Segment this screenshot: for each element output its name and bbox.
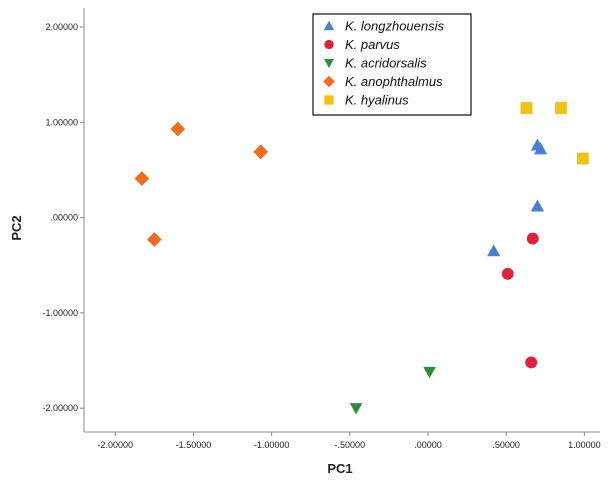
legend-square-icon [324, 95, 334, 105]
y-tick-label: -1.00000 [42, 308, 78, 318]
legend-label: K. hyalinus [345, 93, 409, 108]
axes [83, 8, 600, 433]
x-tick-label: -.50000 [335, 440, 366, 450]
legend: K. longzhouensis K. parvus K. acridorsalis… [312, 13, 472, 116]
legend-label: K. parvus [345, 37, 400, 52]
diamond-point [134, 171, 150, 186]
x-tick-label: -1.50000 [176, 440, 212, 450]
legend-label: K. anophthalmus [345, 74, 443, 89]
x-tick-label: .00000 [414, 440, 442, 450]
y-tick-label: 1.00000 [45, 117, 78, 127]
x-tick-label: -1.00000 [254, 440, 290, 450]
square-point [520, 102, 533, 114]
y-tick-label: .00000 [50, 213, 78, 223]
circle-point [526, 232, 539, 245]
y-tick-label: -2.00000 [42, 403, 78, 413]
diamond-point [253, 144, 269, 160]
y-tick-label: 2.00000 [45, 22, 78, 32]
x-axis-label: PC1 [327, 461, 352, 476]
legend-circle-icon [324, 39, 334, 50]
triangle-up-point [487, 244, 501, 257]
square-point [576, 152, 589, 165]
triangle-up-point [533, 142, 548, 155]
legend-diamond-icon [323, 75, 335, 88]
legend-triangle-down-icon [324, 59, 334, 68]
legend-triangle-up-icon [323, 20, 335, 31]
x-tick-label: .50000 [492, 440, 520, 450]
triangle-down-point [349, 403, 363, 415]
square-point [554, 102, 567, 114]
triangle-down-point [423, 366, 436, 379]
x-tick-label: 1.00000 [568, 440, 601, 450]
data-points [134, 102, 589, 415]
y-axis-label: PC2 [9, 215, 24, 240]
legend-label: K. longzhouensis [345, 19, 445, 34]
tick-labels: -2.00000 -1.50000 -1.00000 -.50000 .00000 .50… [42, 22, 600, 450]
legend-label: K. acridorsalis [345, 56, 427, 71]
circle-point [525, 356, 538, 369]
x-tick-label: -2.00000 [98, 440, 134, 450]
circle-point [501, 267, 514, 280]
triangle-up-point [530, 199, 545, 212]
legend-box [312, 13, 472, 116]
diamond-point [147, 232, 162, 247]
diamond-point [170, 121, 186, 137]
